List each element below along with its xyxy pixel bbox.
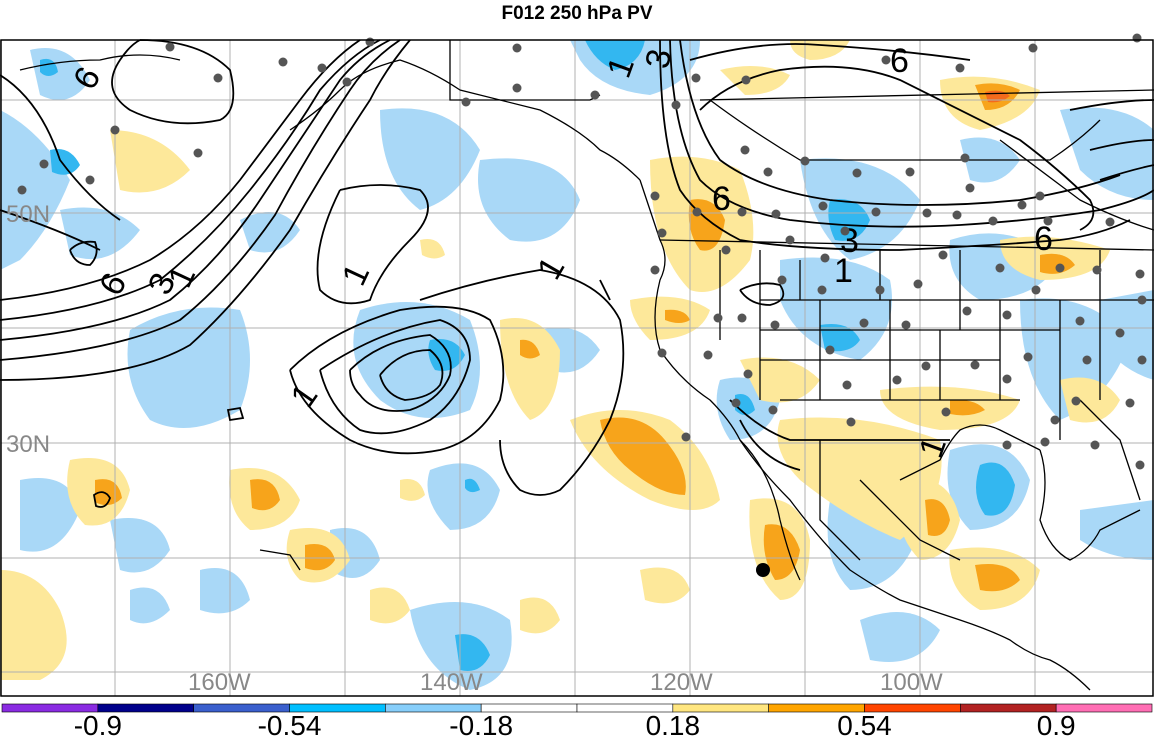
contour-label-1: 1 (834, 252, 853, 290)
contour-label-6: 6 (1034, 220, 1053, 258)
negative-anomaly-cores (40, 40, 1015, 671)
station-markers (17, 33, 1147, 470)
contour-label-6: 6 (890, 42, 909, 80)
lon-label-140w: 140W (420, 669, 483, 696)
lon-label-100w: 100W (880, 669, 943, 696)
chart-title: F012 250 hPa PV (501, 3, 653, 24)
map-frame (0, 39, 1154, 697)
colorbar-tick-label: -0.18 (449, 710, 514, 741)
colorbar-tick-label: 0.9 (1036, 710, 1076, 741)
lat-label-30n: 30N (6, 431, 50, 458)
colorbar-tick-label: 0.54 (837, 710, 892, 741)
lat-label-50n: 50N (6, 201, 50, 228)
coastlines (19, 40, 1154, 691)
lon-label-120w: 120W (650, 669, 713, 696)
pv-contours (0, 39, 1154, 508)
positive-anomaly-cores (95, 83, 1075, 592)
highlight-marker (756, 563, 770, 577)
colorbar-swatch (1055, 703, 1153, 713)
contour-label-6: 6 (712, 180, 731, 218)
colorbar (1, 703, 1153, 713)
lon-label-160w: 160W (188, 669, 251, 696)
colorbar-tick-label: 0.18 (645, 710, 701, 741)
colorbar-tick-label: -0.9 (73, 710, 122, 741)
graticule (0, 40, 1154, 696)
pv-map: 6 6 3 1 1 1 1 3 1 6 6 3 1 6 1 (0, 33, 1154, 697)
colorbar-tick-label: -0.54 (257, 710, 322, 741)
